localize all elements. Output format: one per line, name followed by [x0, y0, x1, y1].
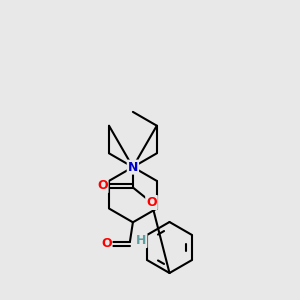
Text: H: H [136, 234, 146, 247]
Text: O: O [101, 237, 112, 250]
Text: N: N [128, 160, 138, 174]
Text: O: O [146, 196, 157, 209]
Text: O: O [97, 179, 108, 192]
